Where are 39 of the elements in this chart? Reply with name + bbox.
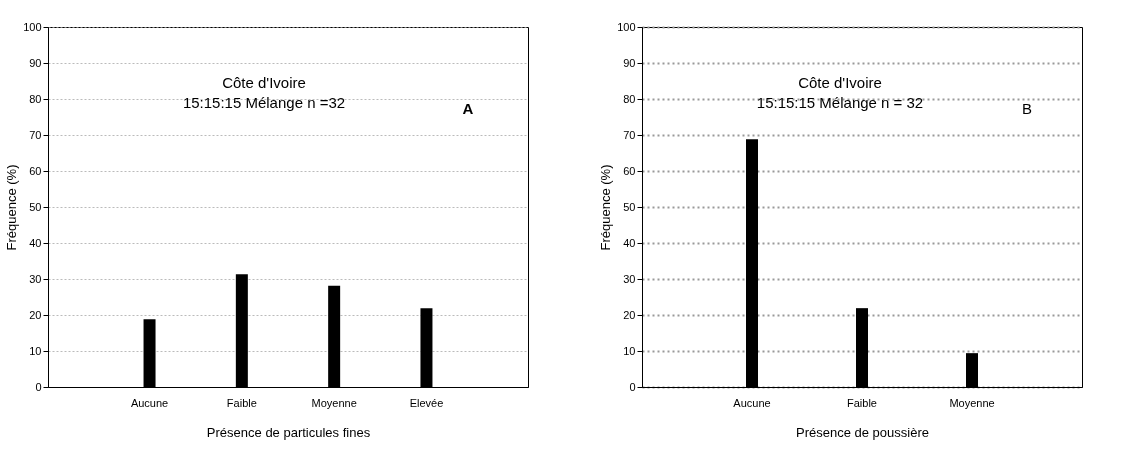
y-tick-label: 60 <box>29 164 42 177</box>
y-tick-label: 60 <box>623 164 636 177</box>
y-tick-label: 50 <box>623 200 636 213</box>
text: 15:15:15 Mélange n =32 <box>182 94 346 111</box>
text: Côte d'Ivoire <box>222 74 306 91</box>
y-tick-label: 30 <box>29 272 42 285</box>
y-tick-label: 20 <box>623 308 636 321</box>
y-tick-label: 40 <box>623 236 636 249</box>
y-tick-label: 0 <box>35 380 42 393</box>
x-tick-label: Faible <box>847 396 877 409</box>
y-tick-label: 90 <box>29 56 42 69</box>
y-axis-title: Fréquence (%) <box>4 164 20 251</box>
y-tick-label: 40 <box>29 236 42 249</box>
y-tick-label: 10 <box>623 344 636 357</box>
x-tick-label: Aucune <box>130 396 169 409</box>
y-tick-label: 100 <box>23 20 42 33</box>
annotation: B <box>1021 100 1033 117</box>
y-tick-label: 20 <box>29 308 42 321</box>
y-tick-label: 30 <box>623 272 636 285</box>
x-axis-title: Présence de particules fines <box>206 424 371 440</box>
annotation: A <box>462 100 474 117</box>
x-tick-label: Moyenne <box>311 396 357 409</box>
y-tick-label: 50 <box>29 200 42 213</box>
y-tick-label: 80 <box>623 92 636 105</box>
y-tick-label: 90 <box>623 56 636 69</box>
x-tick-label: Aucune <box>733 396 771 409</box>
y-tick-label: 80 <box>29 92 42 105</box>
x-tick-label: Elevée <box>409 396 444 409</box>
y-tick-label: 10 <box>29 344 42 357</box>
y-tick-label: 70 <box>623 128 636 141</box>
y-tick-label: 100 <box>617 20 636 33</box>
text: Côte d'Ivoire <box>798 74 882 91</box>
x-tick-label: Faible <box>226 396 257 409</box>
x-tick-label: Moyenne <box>949 396 995 409</box>
y-axis-title: Fréquence (%) <box>598 164 614 251</box>
y-tick-label: 0 <box>629 380 636 393</box>
y-tick-label: 70 <box>29 128 42 141</box>
x-axis-title: Présence de poussière <box>796 424 929 440</box>
text: 15:15:15 Mélange n = 32 <box>756 94 924 111</box>
